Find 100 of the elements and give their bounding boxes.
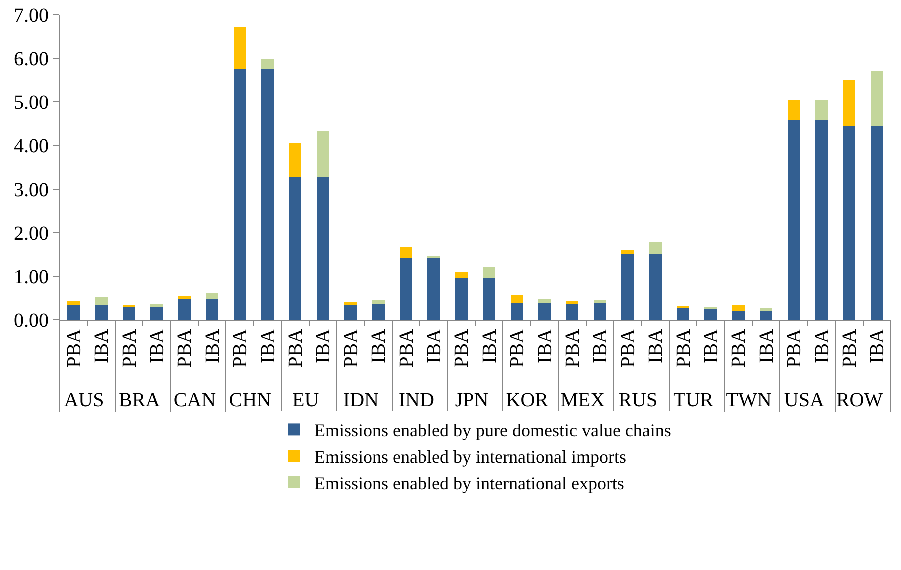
bar	[538, 303, 551, 320]
bar	[344, 304, 358, 320]
bar	[649, 254, 662, 320]
bar	[760, 308, 773, 312]
bar	[870, 126, 884, 320]
x-tick-label: IBA	[423, 328, 446, 364]
legend-label: Emissions enabled by international exports	[314, 474, 624, 494]
text: CAN	[174, 389, 216, 412]
bar	[123, 306, 136, 320]
bar	[760, 311, 773, 320]
bar	[206, 293, 219, 300]
bar	[428, 258, 440, 320]
bar	[677, 306, 690, 309]
bar	[68, 304, 80, 320]
bar	[816, 120, 828, 320]
y-tick-label: 2.00	[14, 222, 49, 245]
bar	[68, 301, 80, 305]
text: BRA	[119, 389, 161, 412]
bar	[95, 304, 108, 320]
bar	[538, 299, 551, 304]
y-tick-label: 7.00	[14, 5, 49, 27]
bar	[732, 306, 745, 312]
bar	[510, 295, 524, 304]
bar	[372, 300, 385, 304]
bar	[316, 177, 330, 320]
x-tick-label: IBA	[146, 328, 168, 364]
bar	[289, 177, 302, 320]
bar	[428, 256, 440, 258]
text: EU	[292, 389, 320, 412]
bar	[622, 250, 634, 254]
x-tick-label: IBA	[866, 328, 889, 364]
bar	[234, 28, 246, 70]
bar	[400, 248, 412, 258]
y-tick-label: 5.00	[14, 92, 49, 114]
bar	[372, 304, 385, 320]
bar	[483, 278, 496, 320]
bar	[262, 59, 274, 70]
x-tick-label: IBA	[257, 328, 280, 364]
x-tick-label: PBA	[63, 328, 86, 368]
text: RUS	[618, 389, 658, 412]
x-tick-label: PBA	[174, 328, 196, 368]
x-tick-label: IBA	[202, 328, 224, 364]
x-tick-label: IBA	[756, 328, 778, 364]
x-tick-label: IBA	[590, 328, 612, 364]
bar	[732, 311, 745, 320]
x-tick-label: PBA	[672, 328, 695, 368]
x-tick-label: IBA	[312, 328, 335, 364]
text: IDN	[343, 389, 379, 412]
y-tick-label: 1.00	[14, 266, 49, 288]
text: TUR	[674, 389, 714, 412]
bar	[262, 69, 274, 320]
bar	[510, 303, 524, 320]
x-tick-label: PBA	[118, 328, 141, 368]
y-tick-label: 0.00	[14, 310, 49, 332]
x-tick-label: PBA	[230, 328, 252, 368]
x-tick-label: PBA	[838, 328, 861, 368]
bar	[816, 100, 828, 120]
bar	[206, 299, 219, 320]
bar	[150, 306, 164, 320]
bar	[594, 303, 606, 320]
y-tick-label: 3.00	[14, 179, 49, 202]
x-tick-label: PBA	[506, 328, 529, 368]
x-tick-label: IBA	[534, 328, 556, 364]
text: IND	[398, 389, 434, 412]
x-tick-label: IBA	[478, 328, 501, 364]
x-tick-label: IBA	[368, 328, 390, 364]
text: USA	[784, 389, 825, 412]
y-tick-label: 6.00	[14, 48, 49, 71]
legend-label: Emissions enabled by pure domestic value chains	[314, 420, 672, 441]
bar	[788, 120, 800, 320]
bar	[455, 278, 468, 320]
legend-label: Emissions enabled by international imports	[314, 447, 626, 468]
bar	[594, 300, 606, 304]
bar	[843, 126, 856, 320]
text: ROW	[836, 389, 884, 412]
x-tick-label: IBA	[700, 328, 722, 364]
bar	[704, 308, 718, 320]
bar	[843, 80, 856, 126]
x-tick-label: IBA	[645, 328, 668, 364]
bar	[483, 268, 496, 279]
x-tick-label: PBA	[562, 328, 584, 368]
bar	[566, 303, 579, 320]
text: CHN	[229, 389, 272, 412]
y-tick-label: 4.00	[14, 136, 49, 158]
bar	[150, 304, 164, 307]
bar	[95, 297, 108, 305]
bar	[622, 254, 634, 320]
x-tick-label: PBA	[784, 328, 806, 368]
bar	[649, 242, 662, 254]
x-tick-label: PBA	[340, 328, 362, 368]
x-tick-label: PBA	[617, 328, 640, 368]
x-tick-label: PBA	[728, 328, 750, 368]
text: AUS	[64, 389, 104, 412]
bar	[400, 258, 412, 320]
bar	[234, 69, 246, 320]
bar	[178, 296, 191, 300]
bar	[870, 72, 884, 126]
text: TWN	[726, 389, 772, 412]
x-tick-label: PBA	[284, 328, 307, 368]
x-tick-label: IBA	[91, 328, 114, 364]
